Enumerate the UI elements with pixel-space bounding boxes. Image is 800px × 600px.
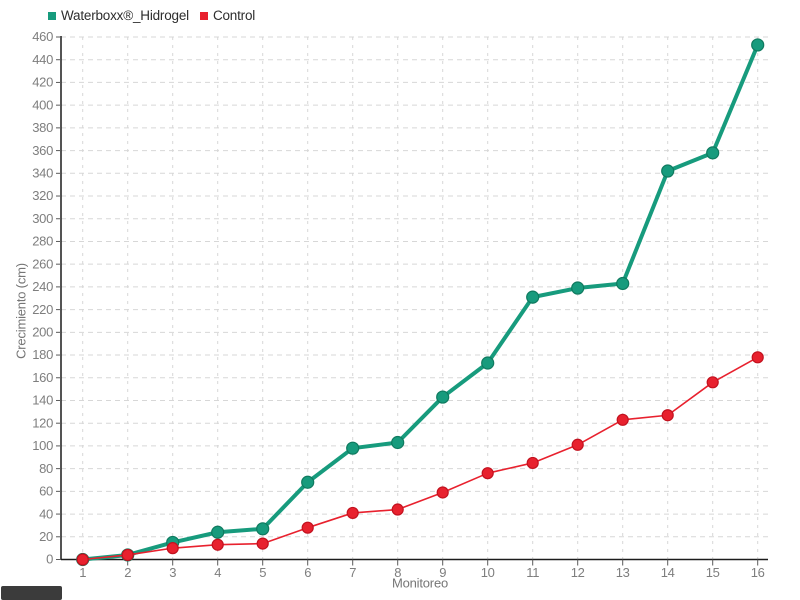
data-point-series0-x7: [346, 441, 360, 455]
y-tick-label: 100: [32, 438, 53, 453]
y-tick-label: 420: [32, 75, 53, 90]
y-tick-label: 280: [32, 234, 53, 249]
data-point-series1-x3: [166, 542, 179, 555]
y-tick-label: 260: [32, 256, 53, 271]
y-tick-label: 40: [39, 506, 53, 521]
data-point-series1-x7: [346, 506, 359, 520]
x-tick-label: 9: [439, 565, 446, 580]
y-tick-label: 160: [32, 370, 53, 385]
data-point-series1-x16: [751, 351, 764, 364]
y-axis-title: Crecimiento (cm): [13, 263, 29, 359]
y-tick-label: 0: [46, 552, 53, 567]
y-tick-label: 320: [32, 188, 53, 203]
x-tick-label: 11: [526, 565, 539, 580]
x-tick-label: 10: [481, 565, 495, 580]
data-point-series0-x5: [256, 522, 270, 536]
x-tick-label: 4: [214, 565, 221, 580]
data-point-series1-x11: [526, 456, 539, 470]
y-tick-label: 20: [39, 529, 53, 544]
series-line-0: [80, 42, 760, 562]
x-tick-label: 6: [304, 565, 311, 580]
data-point-series1-x2: [121, 548, 134, 562]
legend-item-waterboxx: Waterboxx®_Hidrogel: [48, 8, 189, 23]
data-point-series0-x12: [571, 281, 585, 295]
data-point-series1-x8: [391, 503, 404, 516]
y-tick-label: 60: [39, 484, 53, 499]
x-tick-label: 12: [571, 565, 585, 580]
y-tick-label: 120: [32, 415, 53, 430]
x-axis-title: Monitoreo: [391, 575, 449, 591]
gridlines: [61, 36, 768, 560]
y-tick-label: 220: [32, 302, 53, 317]
x-tick-label: 16: [751, 565, 765, 580]
y-tick-label: 380: [32, 120, 53, 135]
data-point-series1-x13: [616, 413, 629, 426]
data-point-series0-x16: [751, 38, 765, 52]
y-tick-label: 360: [32, 143, 53, 158]
x-tick-label: 14: [661, 565, 675, 580]
x-tick-label: 8: [394, 565, 401, 580]
bottom-left-artifact-box: [1, 586, 62, 600]
x-tick-label: 5: [259, 565, 266, 580]
x-tick-label: 1: [79, 565, 86, 580]
x-tick-label: 15: [706, 565, 720, 580]
data-point-series0-x11: [526, 290, 540, 304]
data-point-series0-x15: [706, 146, 720, 160]
y-tick-label: 140: [32, 393, 53, 408]
data-point-series1-x5: [256, 537, 269, 550]
x-tick-label: 2: [124, 565, 131, 580]
data-point-series1-x4: [211, 538, 224, 551]
legend-swatch-control-icon: [199, 11, 208, 20]
data-point-series0-x10: [481, 356, 495, 370]
y-tick-label: 300: [32, 211, 53, 226]
legend-item-control: Control: [199, 8, 256, 23]
y-tick-label: 200: [32, 325, 53, 340]
data-point-series0-x9: [436, 390, 450, 404]
y-tick-label: 460: [32, 29, 53, 44]
y-tick-label: 340: [32, 166, 53, 181]
y-tick-label: 400: [32, 97, 53, 112]
series-line-1: [81, 356, 759, 561]
y-tick-label: 180: [32, 347, 53, 362]
data-point-series0-x4: [211, 525, 225, 539]
y-tick-label: 440: [32, 52, 53, 67]
data-point-series1-x12: [571, 438, 584, 451]
data-point-series1-x15: [706, 376, 719, 389]
legend-label-waterboxx: Waterboxx®_Hidrogel: [61, 8, 189, 23]
x-tick-label: 3: [169, 565, 176, 580]
data-point-series0-x13: [616, 276, 630, 291]
legend-label-control: Control: [212, 8, 256, 23]
x-tick-label: 7: [349, 565, 356, 580]
data-point-series1-x10: [481, 467, 494, 480]
data-point-series0-x14: [661, 164, 675, 178]
y-tick-label: 240: [32, 279, 53, 294]
legend-swatch-waterboxx-icon: [48, 11, 56, 20]
x-tick-label: 13: [616, 565, 630, 580]
data-point-series1-x14: [661, 409, 674, 422]
data-point-series1-x9: [436, 486, 449, 499]
data-point-series0-x8: [391, 435, 405, 450]
data-point-series1-x1: [76, 553, 89, 566]
y-tick-label: 80: [39, 461, 53, 476]
data-point-series0-x6: [301, 475, 315, 489]
legend: Waterboxx®_Hidrogel Control: [48, 8, 255, 23]
data-point-series1-x6: [301, 521, 314, 534]
